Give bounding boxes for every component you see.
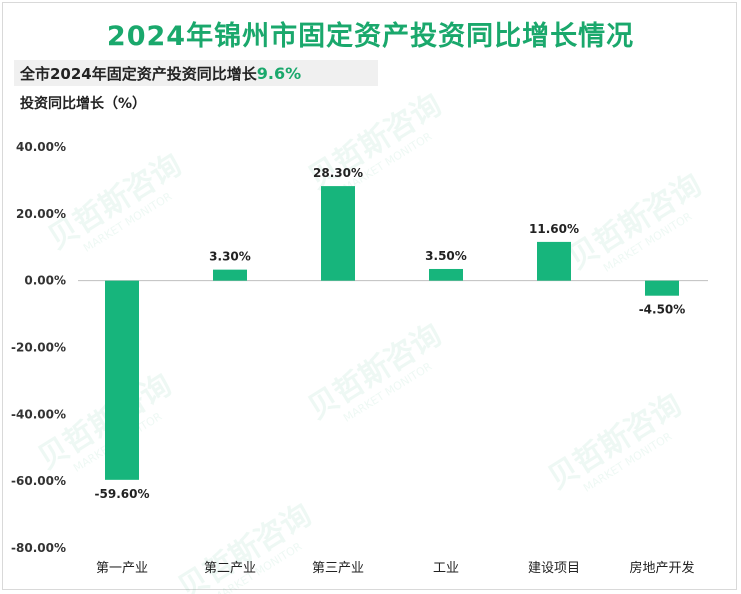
data-label: 28.30%	[313, 166, 363, 180]
data-labels: -59.60% 3.30% 28.30% 3.50% 11.60% -4.50%	[95, 166, 686, 501]
y-axis-label: 投资同比增长（%）	[20, 96, 147, 112]
category-label: 第一产业	[96, 561, 148, 576]
y-tick-label: -20.00%	[11, 341, 66, 355]
category-label: 第三产业	[312, 561, 364, 576]
y-tick-label: 0.00%	[24, 274, 66, 288]
data-label: -59.60%	[95, 487, 150, 501]
bar	[213, 269, 247, 281]
y-axis-ticks: 40.00% 20.00% 0.00% -20.00% -40.00% -60.00% -8…	[11, 140, 66, 555]
summary-text: 全市2024年固定资产投资同比增长9.6%	[20, 63, 301, 84]
bar	[537, 241, 571, 281]
bar	[429, 268, 463, 281]
bar	[321, 186, 355, 281]
page-title: 2024年锦州市固定资产投资同比增长情况	[106, 21, 635, 52]
category-label: 房地产开发	[629, 560, 694, 576]
data-label: 3.50%	[425, 249, 467, 263]
y-tick-label: 40.00%	[16, 140, 66, 154]
y-tick-label: -40.00%	[11, 407, 66, 421]
category-label: 第二产业	[204, 561, 256, 576]
y-tick-label: -60.00%	[11, 474, 66, 488]
y-tick-label: -80.00%	[11, 541, 66, 555]
bar	[645, 280, 679, 296]
data-label: -4.50%	[639, 303, 686, 317]
summary-label: 全市2024年固定资产投资同比增长	[20, 65, 257, 83]
summary-box	[14, 60, 378, 86]
x-axis-ticks: 第一产业 第二产业 第三产业 工业 建设项目 房地产开发	[96, 560, 695, 576]
y-tick-label: 20.00%	[16, 207, 66, 221]
bar-series	[105, 186, 679, 480]
data-label: 11.60%	[529, 222, 579, 236]
summary-value: 9.6%	[256, 64, 302, 83]
category-label: 建设项目	[528, 561, 580, 576]
category-label: 工业	[433, 561, 459, 576]
bar	[105, 280, 139, 480]
data-label: 3.30%	[209, 250, 251, 264]
